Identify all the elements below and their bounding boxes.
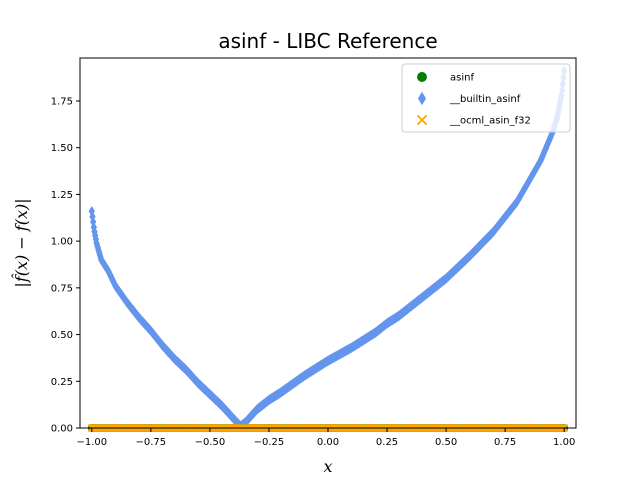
y-tick-label: 0.50 bbox=[51, 330, 73, 341]
legend-box bbox=[401, 63, 571, 133]
x-axis-label: x bbox=[323, 457, 332, 476]
legend-label: __builtin_asinf bbox=[449, 94, 521, 105]
legend-label: asinf bbox=[450, 73, 474, 84]
y-tick-label: 1.25 bbox=[51, 190, 73, 201]
x-tick-label: 0.50 bbox=[435, 437, 457, 448]
y-tick-label: 0.25 bbox=[51, 377, 73, 388]
y-tick-label: 0.75 bbox=[51, 283, 73, 294]
legend-marker bbox=[417, 91, 427, 106]
y-tick-label: 1.75 bbox=[51, 96, 73, 107]
x-tick-label: 0.75 bbox=[494, 437, 516, 448]
y-tick-label: 1.00 bbox=[51, 237, 73, 248]
x-tick-label: −0.75 bbox=[136, 437, 167, 448]
x-tick-label: −1.00 bbox=[76, 437, 107, 448]
legend: asinf __builtin_asinf __ocml_asin_f32 bbox=[401, 63, 571, 133]
y-axis: 0.00 0.25 0.50 0.75 1.00 1.25 1.50 1.75 bbox=[51, 96, 80, 435]
legend-marker bbox=[417, 72, 427, 82]
y-tick-label: 1.50 bbox=[51, 143, 73, 154]
x-tick-label: 1.00 bbox=[553, 437, 575, 448]
x-tick-label: 0.00 bbox=[317, 437, 339, 448]
x-tick-label: 0.25 bbox=[376, 437, 398, 448]
y-axis-label: |f̂(x) − f(x)| bbox=[12, 198, 31, 287]
series-builtin-asinf bbox=[88, 65, 568, 432]
x-tick-label: −0.25 bbox=[254, 437, 285, 448]
y-tick-label: 0.00 bbox=[51, 424, 73, 435]
x-tick-label: −0.50 bbox=[195, 437, 226, 448]
x-axis: −1.00 −0.75 −0.50 −0.25 0.00 0.25 0.50 0.75 1.00 bbox=[76, 428, 575, 448]
chart-title: asinf - LIBC Reference bbox=[218, 29, 437, 53]
data-point bbox=[89, 211, 96, 222]
legend-label: __ocml_asin_f32 bbox=[449, 116, 531, 127]
legend-marker bbox=[416, 114, 428, 126]
